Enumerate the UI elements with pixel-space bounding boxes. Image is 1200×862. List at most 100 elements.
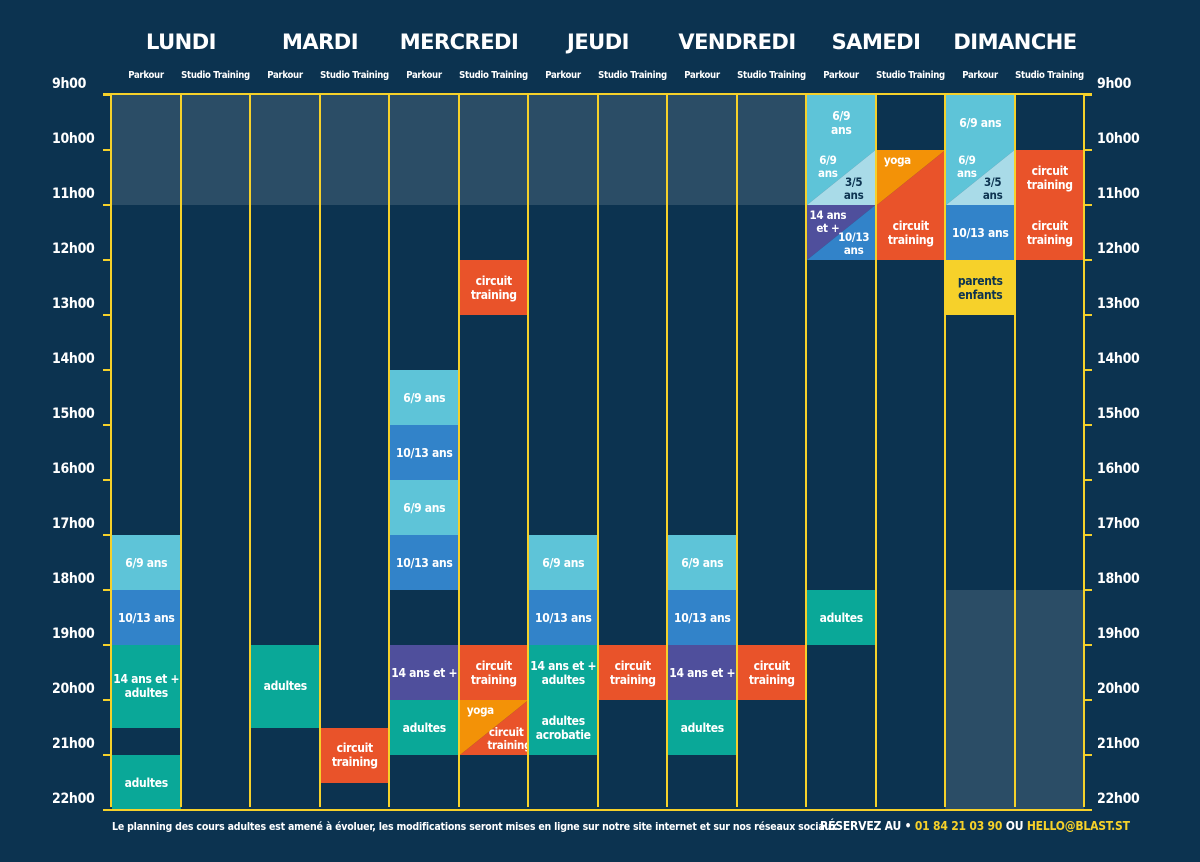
split-lower-triangle: [807, 150, 876, 205]
split-class-block[interactable]: 6/9 ans 3/5 ans: [807, 150, 876, 205]
hour-label-left: 21h00: [52, 736, 95, 752]
grid-line: [179, 93, 182, 807]
class-block[interactable]: 14 ans et + adultes: [112, 645, 181, 728]
hour-tick-left: [103, 424, 111, 426]
grid-top-line: [103, 93, 1092, 95]
class-block[interactable]: 10/13 ans: [390, 535, 459, 590]
class-block[interactable]: adultes acrobatie: [529, 700, 598, 755]
class-block[interactable]: circuit training: [737, 645, 806, 700]
class-block[interactable]: adultes: [251, 645, 320, 728]
hour-label-left: 13h00: [52, 296, 95, 312]
day-header: DIMANCHE: [953, 30, 1077, 54]
hour-label-left: 20h00: [52, 681, 95, 697]
sub-column-header: Studio Training: [1015, 70, 1084, 81]
split-block-shape: [876, 150, 945, 205]
hour-label-left: 11h00: [52, 186, 95, 202]
grid-line: [249, 93, 251, 807]
email-link[interactable]: HELLO@BLAST.ST: [1026, 819, 1130, 833]
class-block[interactable]: 10/13 ans: [946, 205, 1015, 260]
hour-label-right: 19h00: [1097, 626, 1140, 642]
hour-label-left: 19h00: [52, 626, 95, 642]
sub-column-header: Parkour: [406, 70, 442, 81]
class-block[interactable]: 14 ans et +: [668, 645, 737, 700]
split-class-block[interactable]: 14 ans et +10/13 ans: [807, 205, 876, 260]
split-block-shape: [946, 150, 1015, 205]
hour-label-right: 14h00: [1097, 351, 1140, 367]
class-block[interactable]: 14 ans et + adultes: [529, 645, 598, 700]
hour-tick-right: [1084, 259, 1092, 261]
split-lower-label: 10/13 ans: [838, 230, 870, 257]
class-block[interactable]: circuit training: [598, 645, 667, 700]
sub-column-header: Studio Training: [320, 70, 389, 81]
hour-label-right: 18h00: [1097, 571, 1140, 587]
hour-tick-right: [1084, 94, 1092, 96]
class-block[interactable]: circuit training: [1015, 205, 1084, 260]
grid-line: [110, 93, 112, 807]
class-block[interactable]: 10/13 ans: [668, 590, 737, 645]
class-block[interactable]: adultes: [112, 755, 181, 810]
hour-tick-left: [103, 589, 111, 591]
split-class-block[interactable]: 6/9 ans 3/5 ans: [946, 150, 1015, 205]
split-upper-label: yoga: [883, 153, 911, 167]
hour-label-right: 22h00: [1097, 791, 1140, 807]
class-block[interactable]: circuit training: [1015, 150, 1084, 205]
phone-number[interactable]: 01 84 21 03 90: [914, 819, 1003, 833]
class-block[interactable]: circuit training: [320, 727, 389, 783]
split-upper-label: yoga: [466, 703, 494, 717]
split-lower-triangle: [459, 700, 528, 755]
class-block[interactable]: circuit training: [459, 645, 528, 700]
or-label: OU: [1002, 819, 1027, 833]
split-class-block[interactable]: yoga circuit training: [459, 700, 528, 755]
class-block[interactable]: parents enfants: [946, 260, 1015, 315]
class-block[interactable]: adultes: [390, 700, 459, 755]
hour-tick-left: [103, 259, 111, 261]
hour-tick-left: [103, 149, 111, 151]
sub-column-header: Studio Training: [181, 70, 250, 81]
class-block[interactable]: 10/13 ans: [390, 425, 459, 480]
hour-label-right: 21h00: [1097, 736, 1140, 752]
footer-note: Le planning des cours adultes est amené …: [112, 821, 837, 833]
class-block[interactable]: 6/9 ans: [112, 535, 181, 590]
hour-label-right: 17h00: [1097, 516, 1140, 532]
class-block[interactable]: circuit training: [876, 205, 945, 260]
split-upper-label: 14 ans et +: [809, 208, 847, 235]
sub-column-header: Parkour: [823, 70, 859, 81]
hour-label-left: 12h00: [52, 241, 95, 257]
hour-tick-right: [1084, 754, 1092, 756]
hour-tick-right: [1084, 534, 1092, 536]
hour-label-left: 22h00: [52, 791, 95, 807]
hour-label-left: 16h00: [52, 461, 95, 477]
class-block[interactable]: circuit training: [459, 260, 528, 315]
sub-column-header: Parkour: [684, 70, 720, 81]
hour-tick-right: [1084, 149, 1092, 151]
hour-label-right: 13h00: [1097, 296, 1140, 312]
split-lower-label: 3/5 ans: [843, 175, 864, 202]
class-block[interactable]: 10/13 ans: [112, 590, 181, 645]
class-block[interactable]: 6/9 ans: [668, 535, 737, 590]
grid-line: [318, 93, 321, 807]
sub-column-header: Studio Training: [876, 70, 945, 81]
hour-label-right: 16h00: [1097, 461, 1140, 477]
hour-label-left: 10h00: [52, 131, 95, 147]
grid-line: [1013, 93, 1016, 807]
class-block[interactable]: 14 ans et +: [390, 645, 459, 700]
grid-line: [874, 93, 877, 807]
split-class-block[interactable]: yoga: [876, 150, 945, 205]
sub-column-header: Studio Training: [459, 70, 528, 81]
class-block[interactable]: 6/9 ans: [390, 480, 459, 535]
class-block[interactable]: adultes: [668, 700, 737, 755]
class-block[interactable]: 6/9 ans: [946, 95, 1015, 150]
class-block[interactable]: 6/9 ans: [807, 95, 876, 150]
grid-line: [596, 93, 599, 807]
class-block[interactable]: 10/13 ans: [529, 590, 598, 645]
grid-line: [735, 93, 738, 807]
hour-tick-left: [103, 644, 111, 646]
class-block[interactable]: 6/9 ans: [390, 370, 459, 425]
grid-line: [527, 93, 529, 807]
class-block[interactable]: adultes: [807, 590, 876, 645]
hour-tick-left: [103, 369, 111, 371]
day-header: JEUDI: [567, 30, 629, 54]
class-block[interactable]: 6/9 ans: [529, 535, 598, 590]
hour-label-left: 14h00: [52, 351, 95, 367]
